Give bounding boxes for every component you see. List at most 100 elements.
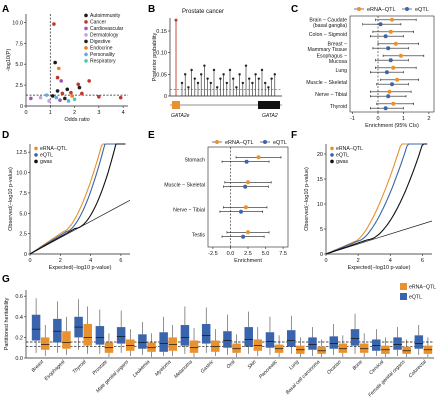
panel-c-category-label: Colon − Sigmoid	[309, 32, 347, 38]
panel-d-legend-marker	[34, 159, 38, 164]
panel-g-box-eqtl	[350, 329, 360, 346]
panel-g-boxplot: 0.0 0.2 0.4 0.6 Partitioned heritability Brea…	[4, 283, 436, 398]
panel-g-box-erna	[189, 340, 199, 353]
panel-a-xtick-label: 2	[73, 110, 76, 116]
panel-c-point-eQTL	[388, 58, 393, 63]
panel-c-point-eRNA	[395, 77, 400, 82]
panel-g-category-label: Thyroid	[72, 359, 88, 375]
panel-d-ytick-label: 2.5	[19, 232, 27, 238]
panel-letter-e: E	[148, 130, 155, 141]
panel-c-category-label: (basal ganglia)	[313, 23, 347, 29]
panel-b-stem-point	[196, 81, 200, 85]
panel-c-category-label: Thyroid	[330, 104, 347, 110]
panel-c-xtick-label: -1	[350, 116, 355, 122]
panel-e-xtick-label: 0.0	[227, 251, 235, 257]
panel-a-point	[69, 90, 73, 95]
panel-d-ytick-label: 5.0	[19, 211, 27, 217]
panel-a-legend-label: Dermatology	[90, 33, 119, 39]
panel-a-point	[97, 95, 101, 99]
panel-b-stem-point	[184, 73, 187, 76]
panel-b-stem-point	[260, 68, 264, 72]
panel-e-xtick-label: -2.5	[208, 251, 217, 257]
panel-g-box-eqtl	[414, 335, 424, 349]
panel-g-box-erna	[402, 346, 411, 354]
panel-a-xtick-label: 4	[122, 110, 125, 116]
panel-d-xlabel: Expected(−log10 p-value)	[49, 265, 112, 271]
panel-c-point-eRNA	[391, 65, 396, 70]
panel-g-box-eqtl	[201, 324, 211, 344]
panel-a-ylabel: -log10(P)	[6, 49, 12, 72]
panel-f-legend-marker	[330, 159, 334, 164]
panel-f-xtick-label: 0	[324, 258, 327, 264]
panel-b-stem-point	[270, 77, 273, 80]
panel-g-box-eqtl	[159, 332, 168, 352]
panel-e-point-eRNA	[246, 180, 250, 185]
panel-a-legend-marker	[84, 20, 88, 24]
panel-a-point	[54, 95, 59, 100]
panel-d-xtick-label: 6	[119, 258, 122, 264]
panel-g-box-erna	[83, 324, 92, 346]
panel-c-point-eQTL	[386, 46, 391, 51]
panel-g-category-label: Bone	[351, 359, 364, 372]
panel-a-legend-marker	[84, 59, 88, 63]
panel-b-stem-point	[216, 86, 219, 89]
panel-b-stem-point	[238, 73, 241, 76]
panel-letter-a: A	[2, 4, 9, 15]
panel-e-xlabel: Enrichment	[234, 258, 262, 264]
panel-g-category-label: Prostate	[91, 359, 109, 377]
panel-b-stem-point	[232, 77, 235, 80]
panel-a-xtick-label: 3	[97, 110, 100, 116]
panel-g-category-label: Lung	[288, 359, 300, 371]
panel-g-box-erna	[317, 346, 326, 354]
panel-d-ytick-label: 10.0	[16, 171, 27, 177]
panel-g-box-eqtl	[223, 331, 232, 348]
panel-letter-b: B	[148, 4, 155, 15]
panel-a-point	[63, 96, 67, 101]
panel-b-stem-point	[206, 77, 209, 80]
panel-g-box-erna	[62, 331, 71, 349]
panel-g-box-eqtl	[372, 339, 381, 351]
panel-a-ytick-label: 7.5	[15, 41, 23, 47]
panel-a-point	[47, 99, 51, 103]
panel-d-legend-label: gwas	[40, 159, 53, 165]
panel-g-category-label: Pancreatic	[258, 359, 279, 380]
panel-c-category-label: Mammary Tissue	[308, 47, 348, 53]
panel-f-ytick-label: 20	[317, 152, 323, 158]
panel-a-legend-marker	[84, 13, 88, 18]
panel-g-box-eqtl	[116, 327, 126, 344]
panel-f-legend-label: gwas	[336, 159, 349, 165]
panel-c-point-eQTL	[386, 94, 391, 99]
panel-c-legend-marker	[357, 7, 361, 11]
panel-a-legend-label: Cancer	[90, 20, 106, 26]
panel-f-legend-marker	[330, 153, 334, 157]
panel-c-category-label: Lung	[335, 68, 347, 74]
panel-g-ytick-label: 0.4	[15, 315, 23, 321]
panel-b-gene-gata2e-box	[172, 101, 180, 109]
panel-a-legend-label: Digestive	[90, 39, 111, 45]
panel-f-ytick-label: 0	[320, 252, 323, 258]
panel-c-point-eRNA	[387, 89, 392, 94]
panel-b-stem-point	[244, 64, 248, 67]
panel-g-box-erna	[125, 339, 135, 351]
panel-f-curve-eqtl	[325, 143, 428, 255]
panel-a-point	[55, 75, 60, 80]
panel-a-legend-marker	[84, 26, 88, 31]
panel-c-point-eRNA	[390, 17, 394, 22]
panel-b-stem-point	[222, 73, 225, 76]
panel-a-legend-label: Autoimmunity	[90, 13, 121, 19]
panel-a-point	[52, 22, 56, 26]
panel-c-point-eQTL	[390, 82, 394, 87]
panel-a-point	[80, 91, 84, 96]
panel-g-category-label: Esophageal	[43, 359, 67, 383]
panel-c-category-label: Mucosa	[329, 59, 347, 65]
panel-e-point-eQTL	[241, 234, 246, 239]
panel-b-highlight-point	[174, 18, 178, 22]
panel-a-point	[55, 89, 60, 93]
panel-e-point-eQTL	[238, 209, 243, 214]
panel-g-legend-swatch	[400, 283, 407, 290]
panel-letter-g: G	[2, 274, 10, 285]
panel-d-ytick-label: 7.5	[19, 191, 27, 197]
panel-e-category-label: Stomach	[185, 158, 206, 164]
